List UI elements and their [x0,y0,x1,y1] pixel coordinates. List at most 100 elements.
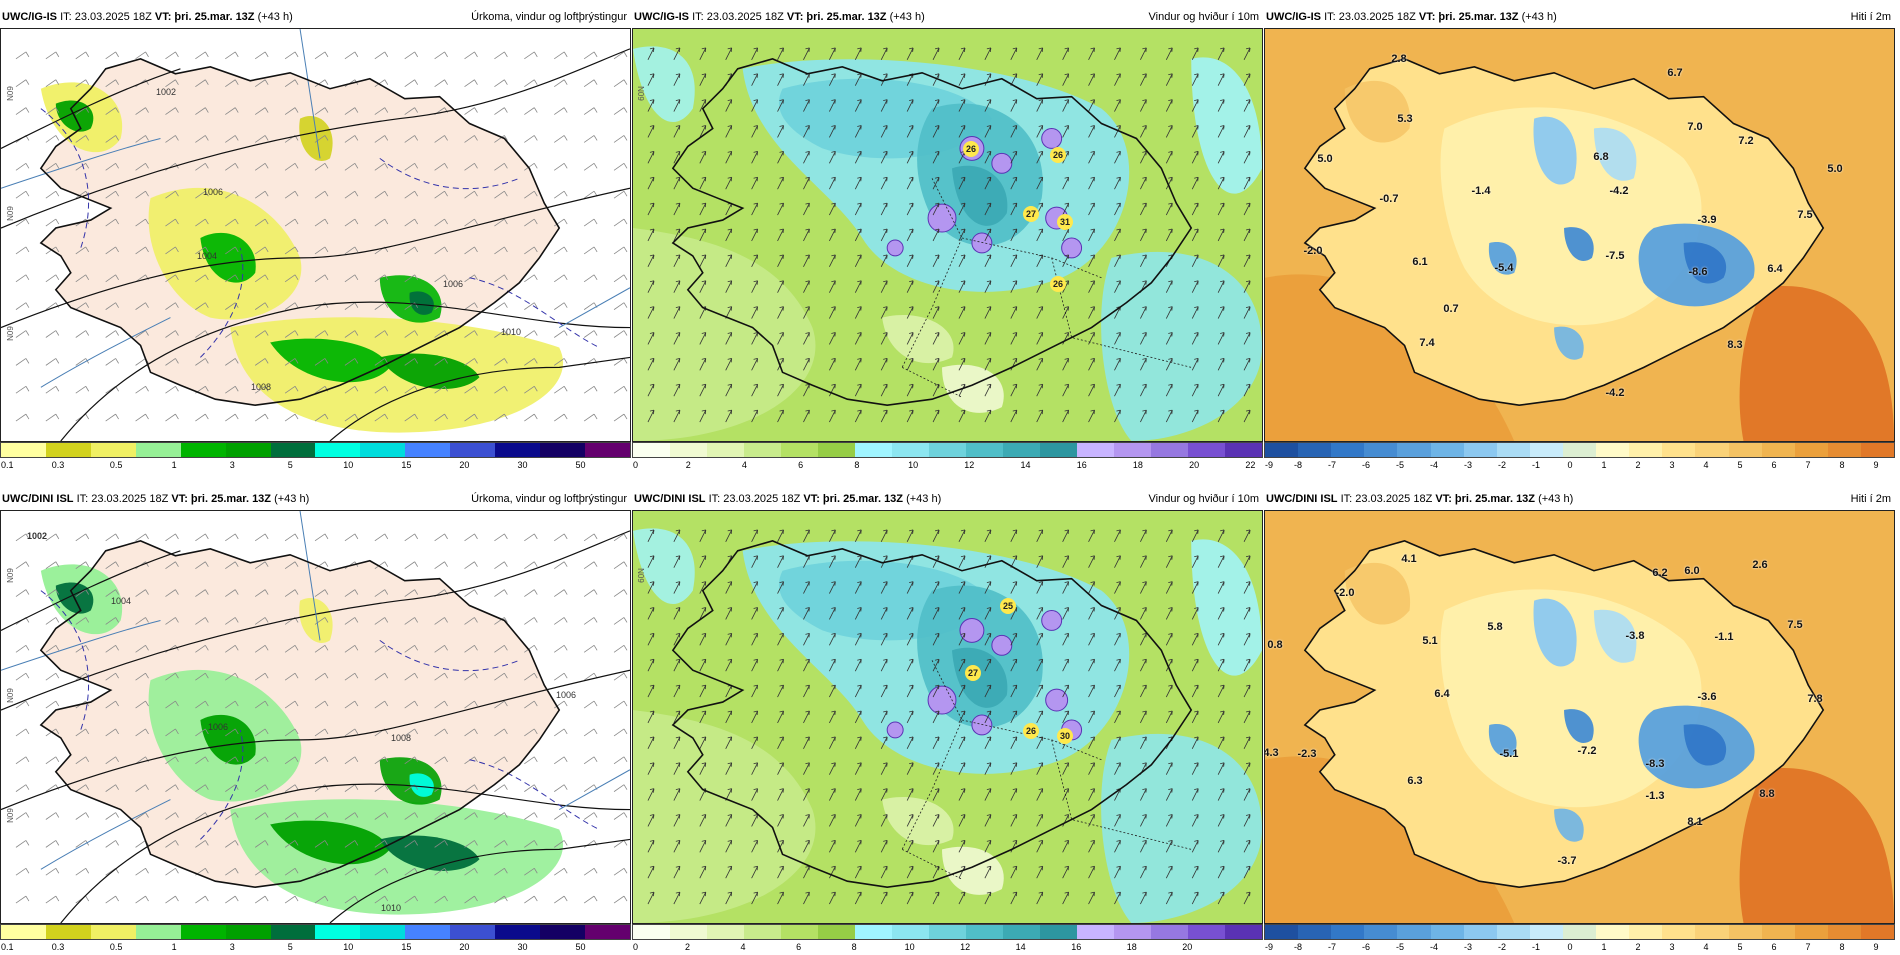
wind-barb [524,302,538,310]
wind-barb [165,246,179,255]
temperature-label: 6.2 [1652,567,1668,579]
wind-barb [583,589,598,597]
colorbar-segment [1629,925,1663,939]
wind-barb [45,840,60,848]
wind-arrow [1243,762,1251,775]
field-contour [1683,724,1727,766]
map-canvas [633,29,1262,441]
wind-barb [374,163,389,171]
wind-arrow [673,151,681,164]
wind-barb [464,645,478,653]
colorbar-segment [1114,443,1151,457]
wind-barb [225,812,239,820]
wind-barb [613,561,628,570]
wind-barb [583,163,598,171]
wind-arrow [1062,99,1070,112]
wind-barb [554,218,568,227]
colorbar-segment [1397,443,1431,457]
wind-barb [105,756,119,765]
colorbar-segment [781,443,818,457]
wind-barb [135,246,149,255]
wind-barb [554,812,568,820]
wind-arrow [1140,151,1147,164]
wind-barb [284,700,299,709]
wind-arrow [984,891,992,905]
wind-arrow [777,125,784,138]
wind-arrow [1243,555,1251,568]
colorbar [1264,442,1895,458]
wind-barb [165,385,179,394]
coastline [1303,58,1825,406]
wind-arrow [906,228,914,242]
field-contour [1564,227,1594,262]
wind-barb [165,700,179,709]
isobar-label: 1002 [26,531,48,541]
wind-barb [314,51,329,60]
wind-barb [284,51,299,60]
graticule-label: N09 [5,326,15,341]
wind-arrow [1062,891,1070,905]
wind-arrow [984,306,992,319]
wind-arrow [673,814,681,827]
wind-arrow [906,176,914,190]
wind-barb [165,330,179,338]
map-canvas [1265,29,1894,441]
wind-barb [45,867,60,876]
colorbar-segment [744,443,781,457]
field-contour [1488,241,1517,275]
wind-arrow [1165,581,1173,594]
wind-barb [464,617,478,625]
wind-arrow [854,176,862,190]
wind-barb [494,51,508,60]
wind-barb [344,728,359,737]
colorbar-segment [892,925,929,939]
wind-barb [45,190,60,199]
wind-barb [464,840,478,848]
region-border [901,660,963,850]
wind-barb [434,190,448,199]
wind-barb [135,589,149,597]
colorbar-ticks: 0.1 0.3 0.5 1 3 5 10 15 20 30 50 [0,941,631,953]
wind-barb [105,330,119,338]
wind-arrow [803,409,810,423]
wind-barb [135,895,149,904]
wind-barb [75,51,90,60]
wind-arrow [1191,280,1199,293]
wind-arrow [829,762,836,775]
wind-barb [195,358,209,366]
colorbar-tick: 14 [1015,942,1026,952]
wind-map: 25 27 26 30 N09 [632,510,1263,924]
field-contour [1344,562,1411,625]
wind-barb [434,756,448,765]
wind-arrow [647,228,655,242]
wind-barb [314,218,329,227]
wind-arrow [803,47,810,61]
wind-arrow [906,814,914,827]
wind-barb [105,728,119,737]
wind-arrow [984,409,992,423]
wind-barb [583,617,598,625]
wind-arrow [958,684,966,698]
wind-arrow [1088,306,1095,319]
colorbar-segment [360,443,406,457]
wind-barb [314,107,329,115]
grid-line [558,287,630,328]
wind-barb [314,274,329,283]
wind-arrow [958,358,966,371]
wind-arrow [1191,788,1199,801]
wind-arrow [1036,788,1044,801]
gust-label: 27 [965,665,981,681]
wind-barb [75,330,90,338]
wind-arrow [1217,840,1225,853]
wind-barb [554,645,568,653]
wind-arrow [1191,125,1199,138]
wind-barb [374,645,389,653]
wind-arrow [673,555,681,568]
wind-barb [254,812,269,820]
wind-arrow [1140,47,1147,61]
wind-arrow [829,840,836,853]
colorbar-segment [405,925,451,939]
wind-arrow [1088,814,1095,827]
wind-barb [344,302,359,310]
wind-arrow [1217,658,1225,672]
